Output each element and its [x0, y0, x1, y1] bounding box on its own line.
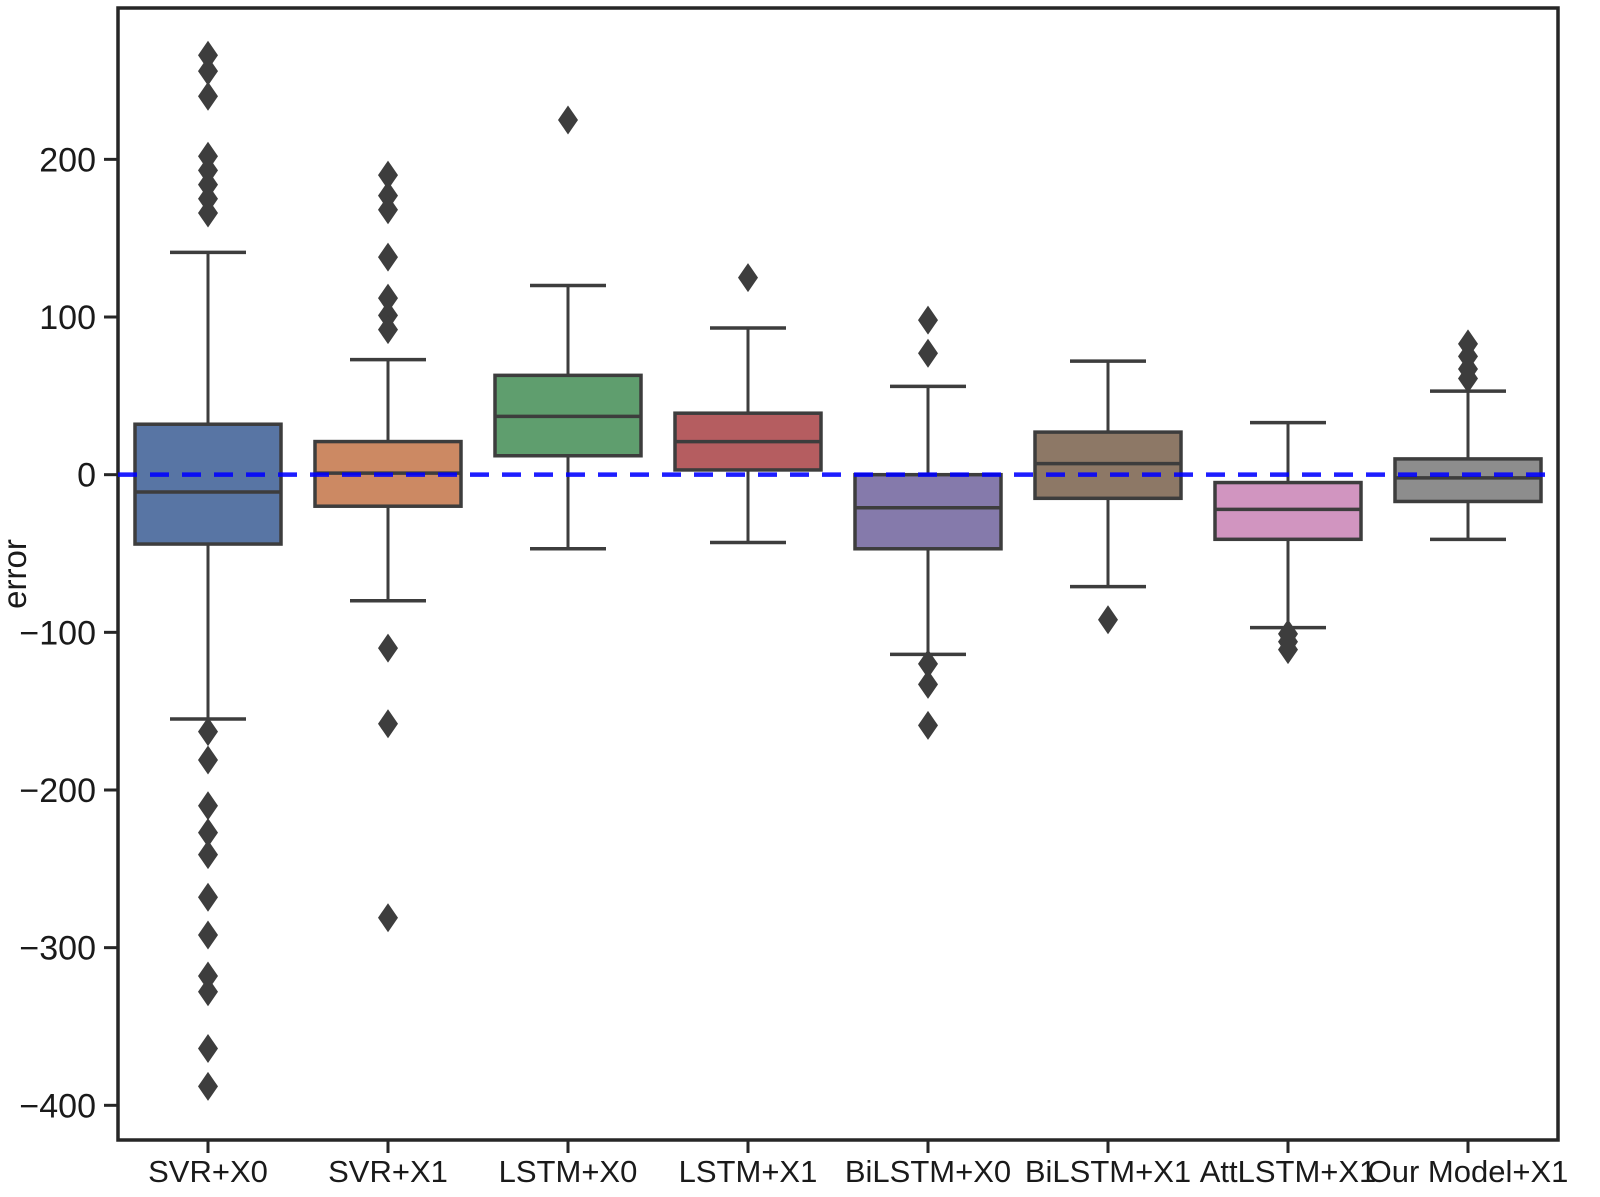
outlier-diamond [378, 160, 398, 190]
outlier-diamond [738, 263, 758, 293]
box-Our Model+X1 [1393, 457, 1543, 504]
outlier-diamond [198, 840, 218, 870]
y-axis-label: error [0, 539, 33, 609]
outlier-diamond [918, 338, 938, 368]
y-tick-label: −100 [19, 614, 96, 652]
outlier-diamond [378, 283, 398, 313]
outlier-diamond [558, 105, 578, 135]
outlier-diamond [198, 882, 218, 912]
y-tick-label: 200 [39, 141, 96, 179]
outlier-diamond [198, 56, 218, 86]
outlier-diamond [198, 745, 218, 775]
outlier-diamond [198, 920, 218, 950]
outlier-diamond [378, 633, 398, 663]
outlier-diamond [198, 81, 218, 111]
x-tick-label: AttLSTM+X1 [1200, 1154, 1377, 1189]
x-tick-label: LSTM+X1 [679, 1154, 818, 1189]
outlier-diamond [378, 242, 398, 272]
outlier-diamond [198, 791, 218, 821]
y-tick-label: 0 [77, 457, 96, 495]
outlier-diamond [198, 717, 218, 747]
y-tick-label: −300 [19, 930, 96, 968]
x-tick-label: SVR+X0 [148, 1154, 268, 1189]
box-BiLSTM+X0 [853, 472, 1003, 551]
outlier-diamond [378, 709, 398, 739]
outlier-diamond [198, 818, 218, 848]
y-tick-label: 100 [39, 299, 96, 337]
x-tick-label: BiLSTM+X1 [1025, 1154, 1191, 1189]
outlier-diamond [918, 305, 938, 335]
outlier-diamond [378, 903, 398, 933]
outlier-diamond [1458, 364, 1478, 394]
outlier-diamond [1278, 635, 1298, 665]
outlier-diamond [198, 977, 218, 1007]
x-tick-label: Our Model+X1 [1368, 1154, 1569, 1189]
outlier-diamond [1098, 605, 1118, 635]
outlier-diamond [918, 649, 938, 679]
x-tick-label: BiLSTM+X0 [845, 1154, 1011, 1189]
outlier-diamond [378, 195, 398, 225]
outlier-diamond [198, 198, 218, 228]
outlier-diamond [198, 1034, 218, 1064]
box-SVR+X0 [133, 422, 283, 546]
outlier-diamond [378, 315, 398, 345]
outlier-diamond [918, 669, 938, 699]
x-tick-label: SVR+X1 [328, 1154, 448, 1189]
outlier-diamond [198, 961, 218, 991]
y-tick-label: −400 [19, 1087, 96, 1125]
outlier-diamond [198, 40, 218, 70]
outlier-diamond [198, 1071, 218, 1101]
plot-frame [116, 6, 1560, 1142]
y-tick-label: −200 [19, 772, 96, 810]
x-tick-label: LSTM+X0 [499, 1154, 638, 1189]
outlier-diamond [918, 710, 938, 740]
